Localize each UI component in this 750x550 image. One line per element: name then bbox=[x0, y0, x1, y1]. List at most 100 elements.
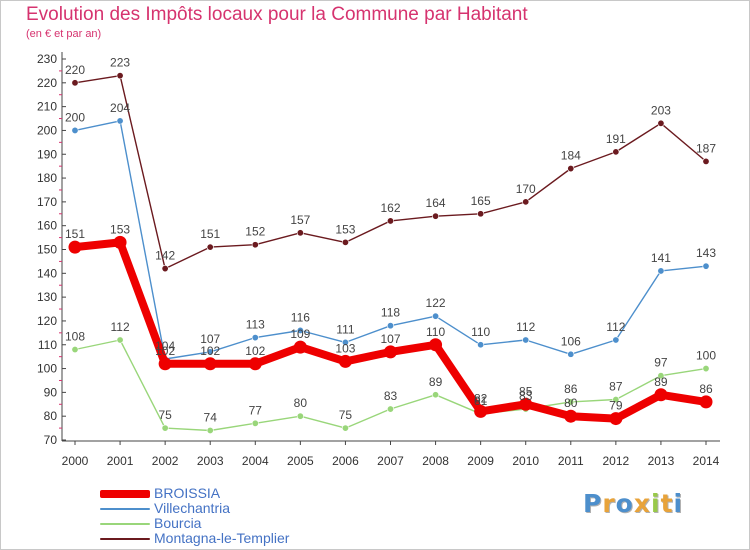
data-point-bourcia bbox=[161, 424, 169, 432]
y-tick-label: 170 bbox=[37, 195, 57, 209]
chart-title: Evolution des Impôts locaux pour la Comm… bbox=[26, 4, 528, 25]
data-point-montagna-le-templier bbox=[702, 157, 710, 165]
data-label-montagna-le-templier: 220 bbox=[65, 63, 85, 77]
data-label-villechantria: 122 bbox=[426, 296, 446, 310]
data-label-villechantria: 107 bbox=[200, 332, 220, 346]
data-label-montagna-le-templier: 223 bbox=[110, 56, 130, 70]
data-label-broissia: 102 bbox=[155, 344, 175, 358]
axes: 7080901001101201301401501601701801902002… bbox=[37, 52, 720, 468]
data-point-broissia bbox=[429, 338, 443, 352]
data-point-montagna-le-templier bbox=[116, 72, 124, 80]
x-tick-label: 2004 bbox=[242, 454, 269, 468]
x-tick-label: 2000 bbox=[62, 454, 89, 468]
data-label-montagna-le-templier: 184 bbox=[561, 149, 581, 163]
data-point-broissia bbox=[68, 240, 82, 254]
legend-label: Bourcia bbox=[154, 515, 202, 531]
data-label-bourcia: 77 bbox=[249, 403, 263, 417]
data-label-bourcia: 87 bbox=[609, 380, 623, 394]
data-point-bourcia bbox=[612, 396, 620, 404]
series-line-montagna-le-templier bbox=[74, 74, 707, 270]
data-label-montagna-le-templier: 142 bbox=[155, 249, 175, 263]
data-point-villechantria bbox=[206, 348, 214, 356]
y-tick-label: 80 bbox=[44, 409, 58, 423]
data-label-broissia: 86 bbox=[699, 382, 713, 396]
data-label-villechantria: 141 bbox=[651, 251, 671, 265]
data-point-villechantria bbox=[657, 267, 665, 275]
legend-label: BROISSIA bbox=[154, 485, 221, 501]
legend-swatch bbox=[100, 508, 150, 510]
data-point-montagna-le-templier bbox=[522, 198, 530, 206]
x-tick-label: 2008 bbox=[422, 454, 449, 468]
x-tick-label: 2012 bbox=[603, 454, 630, 468]
x-tick-label: 2006 bbox=[332, 454, 359, 468]
data-label-villechantria: 110 bbox=[471, 325, 490, 339]
data-point-broissia bbox=[699, 395, 713, 409]
x-tick-label: 2010 bbox=[512, 454, 539, 468]
x-tick-label: 2005 bbox=[287, 454, 314, 468]
data-label-bourcia: 89 bbox=[429, 375, 443, 389]
data-label-broissia: 151 bbox=[65, 227, 85, 241]
data-point-montagna-le-templier bbox=[251, 241, 259, 249]
data-point-villechantria bbox=[386, 322, 394, 330]
legend-item: BROISSIA bbox=[100, 485, 360, 501]
data-point-montagna-le-templier bbox=[296, 229, 304, 237]
data-point-bourcia bbox=[567, 398, 575, 406]
data-point-bourcia bbox=[296, 412, 304, 420]
data-label-villechantria: 104 bbox=[155, 339, 175, 353]
legend-item: Villechantria bbox=[100, 500, 360, 516]
x-tick-label: 2014 bbox=[693, 454, 720, 468]
data-label-montagna-le-templier: 164 bbox=[426, 196, 446, 210]
legend-swatch bbox=[100, 490, 150, 498]
data-point-broissia bbox=[474, 404, 488, 418]
data-point-bourcia bbox=[432, 391, 440, 399]
y-tick-label: 220 bbox=[37, 76, 57, 90]
data-label-broissia: 79 bbox=[609, 399, 623, 413]
y-tick-label: 150 bbox=[37, 243, 57, 257]
data-label-villechantria: 111 bbox=[336, 322, 355, 336]
data-point-montagna-le-templier bbox=[477, 210, 485, 218]
data-point-broissia bbox=[564, 409, 578, 423]
x-tick-label: 2009 bbox=[467, 454, 494, 468]
data-label-montagna-le-templier: 153 bbox=[335, 222, 355, 236]
x-tick-label: 2011 bbox=[558, 454, 584, 468]
data-label-villechantria: 118 bbox=[381, 306, 400, 320]
y-tick-label: 90 bbox=[44, 385, 58, 399]
data-point-montagna-le-templier bbox=[71, 79, 79, 87]
data-label-villechantria: 143 bbox=[696, 246, 716, 260]
data-point-bourcia bbox=[71, 346, 79, 354]
data-label-broissia: 80 bbox=[564, 396, 578, 410]
y-tick-label: 120 bbox=[37, 314, 57, 328]
data-label-bourcia: 83 bbox=[384, 389, 398, 403]
data-label-bourcia: 75 bbox=[339, 408, 353, 422]
data-label-broissia: 89 bbox=[654, 375, 668, 389]
data-label-montagna-le-templier: 170 bbox=[516, 182, 536, 196]
data-label-bourcia: 100 bbox=[696, 349, 716, 363]
chart-subtitle: (en € et par an) bbox=[26, 28, 102, 40]
data-point-bourcia bbox=[206, 426, 214, 434]
x-tick-label: 2013 bbox=[648, 454, 675, 468]
data-label-broissia: 153 bbox=[110, 222, 130, 236]
legend: BROISSIA Villechantria Bourcia Montagna-le-… bbox=[100, 485, 360, 546]
data-point-villechantria bbox=[116, 117, 124, 125]
data-point-broissia bbox=[338, 354, 352, 368]
data-label-bourcia: 81 bbox=[474, 394, 488, 408]
data-point-bourcia bbox=[657, 372, 665, 380]
data-label-broissia: 110 bbox=[426, 325, 445, 339]
data-point-bourcia bbox=[386, 405, 394, 413]
data-label-villechantria: 116 bbox=[291, 310, 310, 324]
data-point-villechantria bbox=[477, 341, 485, 349]
data-point-villechantria bbox=[296, 326, 304, 334]
data-label-montagna-le-templier: 191 bbox=[606, 132, 626, 146]
data-label-bourcia: 97 bbox=[654, 356, 668, 370]
data-label-villechantria: 113 bbox=[246, 318, 265, 332]
legend-item: Bourcia bbox=[100, 515, 360, 531]
y-tick-label: 110 bbox=[38, 338, 57, 352]
data-label-villechantria: 200 bbox=[65, 110, 85, 124]
data-label-bourcia: 108 bbox=[65, 330, 85, 344]
data-point-broissia bbox=[158, 357, 172, 371]
data-point-villechantria bbox=[71, 126, 79, 134]
data-point-montagna-le-templier bbox=[567, 165, 575, 173]
y-tick-label: 100 bbox=[37, 362, 57, 376]
data-point-montagna-le-templier bbox=[206, 243, 214, 251]
